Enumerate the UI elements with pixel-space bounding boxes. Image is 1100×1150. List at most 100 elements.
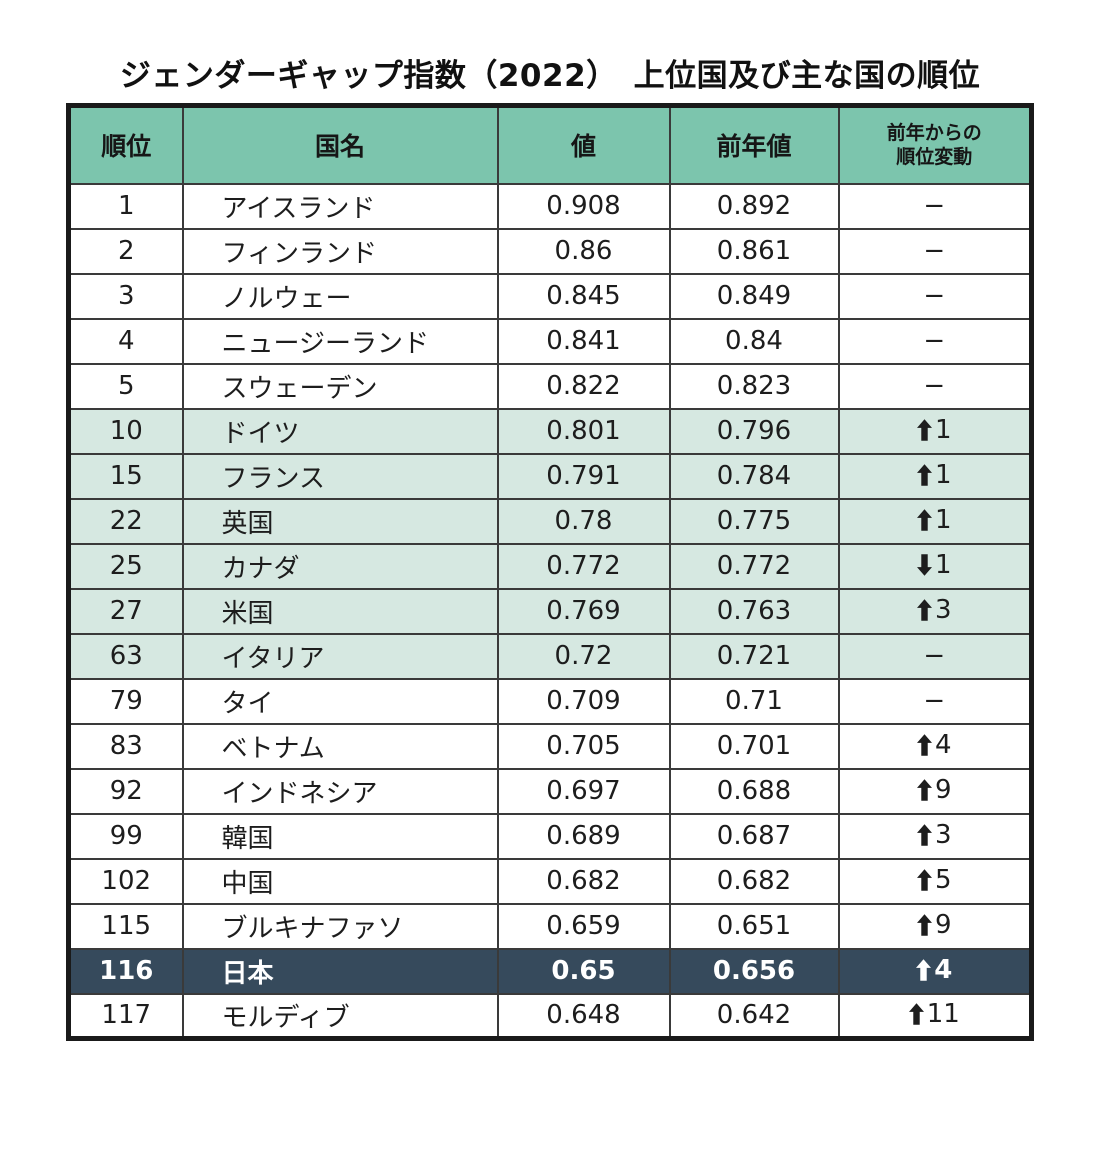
no-change-dash: − [923,641,946,671]
prev-value-cell: 0.892 [668,182,840,230]
rank-change-cell: − [837,182,1033,230]
prev-value-cell: 0.772 [668,542,840,590]
country-cell: ブルキナファソ [181,902,499,950]
rank-cell: 5 [67,362,184,410]
rank-change-cell: − [837,632,1033,680]
up-arrow-icon [916,958,932,981]
rank-cell: 99 [67,812,184,860]
country-cell: ベトナム [181,722,499,770]
rank-cell: 25 [67,542,184,590]
prev-value-cell: 0.796 [668,407,840,455]
table-row: 115 ブルキナファソ 0.659 0.651 9 [67,902,1033,950]
value-cell: 0.801 [496,407,671,455]
rank-cell: 116 [67,947,184,995]
rank-change-cell: 1 [837,407,1033,455]
rank-change-cell: 4 [837,722,1033,770]
rank-cell: 102 [67,857,184,905]
rank-change-indicator: − [923,281,945,311]
rank-change-cell: − [837,317,1033,365]
value-cell: 0.78 [496,497,671,545]
value-cell: 0.689 [496,812,671,860]
value-cell: 0.86 [496,227,671,275]
rank-change-cell: − [837,362,1033,410]
change-number: 9 [934,909,952,940]
prev-value-cell: 0.84 [668,317,840,365]
country-cell: 中国 [181,857,499,905]
up-arrow-icon [916,778,932,801]
up-arrow-icon [916,913,932,936]
rank-change-cell: 11 [837,992,1033,1040]
rank-change-indicator: 1 [916,550,952,580]
table-row: 117 モルディブ 0.648 0.642 11 [67,992,1033,1040]
rank-change-indicator: 4 [916,730,952,760]
column-header-rank-change: 前年からの 順位変動 [837,104,1033,185]
change-number: 3 [934,594,952,625]
rank-change-indicator: − [923,191,945,221]
prev-value-cell: 0.775 [668,497,840,545]
no-change-dash: − [923,371,946,401]
rank-change-indicator: − [923,236,945,266]
table-header-row: 順位 国名値前年値 前年からの 順位変動 [67,104,1033,185]
rank-change-cell: 1 [837,452,1033,500]
rank-change-cell: − [837,677,1033,725]
country-cell: スウェーデン [181,362,499,410]
rank-change-indicator: 9 [916,909,952,940]
up-arrow-icon [916,733,932,756]
prev-value-cell: 0.642 [668,992,840,1040]
value-cell: 0.822 [496,362,671,410]
rank-change-cell: − [837,227,1033,275]
value-cell: 0.659 [496,902,671,950]
prev-value-cell: 0.656 [668,947,840,995]
rank-change-indicator: − [923,641,945,671]
rank-change-indicator: − [923,326,945,356]
table-row: 99 韓国 0.689 0.687 3 [67,812,1033,860]
table-row: 3 ノルウェー 0.845 0.849 − [67,272,1033,320]
gender-gap-table: 順位 国名値前年値 前年からの 順位変動 1 アイスランド 0.908 0.892−2 フィ… [66,103,1034,1041]
value-cell: 0.845 [496,272,671,320]
up-arrow-icon [916,418,932,441]
country-cell: 米国 [181,587,499,635]
rank-change-cell: − [837,272,1033,320]
rank-cell: 83 [67,722,184,770]
prev-value-cell: 0.784 [668,452,840,500]
column-header-prev-value: 前年値 [668,104,840,185]
rank-cell: 3 [67,272,184,320]
table-row: 22 英国 0.78 0.775 1 [67,497,1033,545]
rank-cell: 2 [67,227,184,275]
prev-value-cell: 0.861 [668,227,840,275]
prev-value-cell: 0.688 [668,767,840,815]
table-row: 2 フィンランド 0.86 0.861 − [67,227,1033,275]
value-cell: 0.682 [496,857,671,905]
table-row: 116 日本 0.65 0.656 4 [67,947,1033,995]
country-cell: ドイツ [181,407,499,455]
prev-value-cell: 0.71 [668,677,840,725]
change-number: 5 [934,864,952,895]
change-number: 3 [934,819,952,850]
up-arrow-icon [916,823,932,846]
value-cell: 0.697 [496,767,671,815]
rank-change-indicator: − [923,371,945,401]
rank-change-indicator: 1 [916,505,952,535]
rank-change-indicator: − [923,686,945,716]
column-header-value: 値 [496,104,671,185]
value-cell: 0.772 [496,542,671,590]
change-number: 1 [934,414,952,445]
no-change-dash: − [923,236,946,266]
rank-change-cell: 3 [837,812,1033,860]
country-cell: タイ [181,677,499,725]
country-cell: フランス [181,452,499,500]
prev-value-cell: 0.682 [668,857,840,905]
rank-change-indicator: 11 [908,999,960,1029]
rank-change-cell: 1 [837,542,1033,590]
prev-value-cell: 0.721 [668,632,840,680]
table-row: 63 イタリア 0.72 0.721 − [67,632,1033,680]
table-row: 92 インドネシア 0.697 0.688 9 [67,767,1033,815]
rank-change-cell: 5 [837,857,1033,905]
value-cell: 0.705 [496,722,671,770]
rank-cell: 79 [67,677,184,725]
rank-cell: 22 [67,497,184,545]
country-cell: ニュージーランド [181,317,499,365]
rank-cell: 10 [67,407,184,455]
country-cell: ノルウェー [181,272,499,320]
rank-change-indicator: 9 [916,775,952,805]
